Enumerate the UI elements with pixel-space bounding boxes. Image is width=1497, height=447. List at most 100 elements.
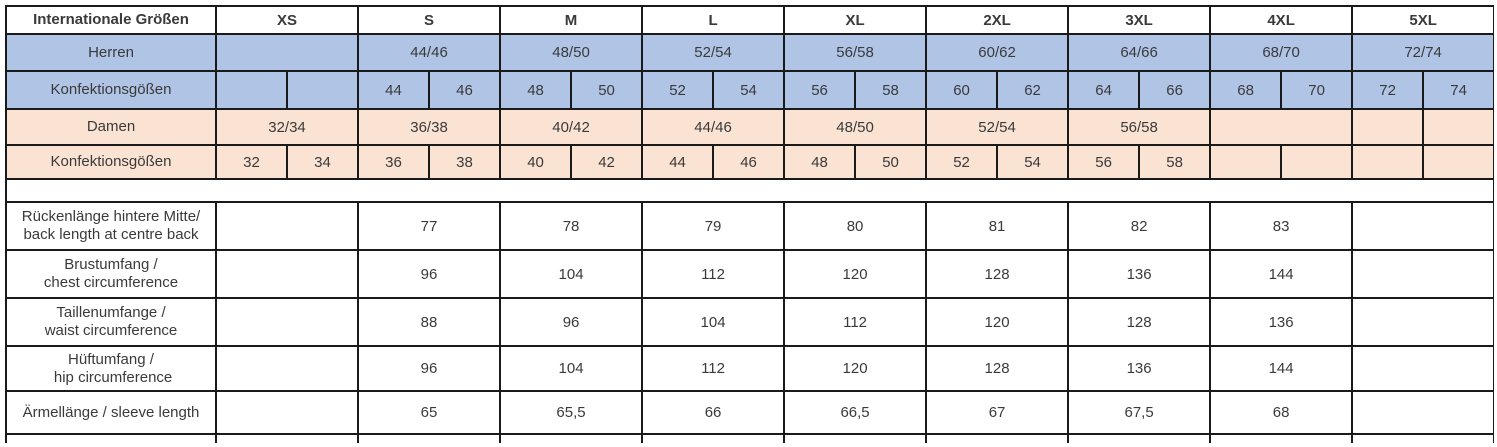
- hip-row-label: Hüftumfang / hip circumference: [5, 345, 217, 392]
- waist-row-cell: 96: [499, 297, 644, 347]
- international-sizes-header-row-cell: 2XL: [925, 5, 1070, 35]
- hip-row-cell: 112: [641, 345, 786, 392]
- konfektionsgroessen-herren-row-cell: 54: [712, 70, 786, 110]
- konfektionsgroessen-damen-row-cell: 44: [641, 144, 715, 180]
- bottom-partial-row-cell: [783, 433, 928, 443]
- international-sizes-header-row: Internationale Größen XS S M L XL 2XL 3XL 4XL 5XL: [5, 5, 1494, 35]
- waist-row-label: Taillenumfange / waist circumference: [5, 297, 217, 347]
- herren-row-cell: 44/46: [357, 33, 502, 72]
- chest-row-cell: 136: [1067, 249, 1212, 299]
- waist-row-cell: [214, 297, 360, 347]
- bottom-partial-row-cell: [499, 433, 644, 443]
- chest-row-cell: 112: [641, 249, 786, 299]
- bottom-partial-row-cell: [357, 433, 502, 443]
- sleeve-row-cell: 66: [641, 390, 786, 435]
- spacer-row: [5, 178, 1494, 203]
- konfektionsgroessen-damen-row-cell: 42: [570, 144, 644, 180]
- konfektionsgroessen-damen-row-cell: 54: [996, 144, 1070, 180]
- back-length-row-cell: 83: [1209, 201, 1354, 251]
- back-length-row-cell: 82: [1067, 201, 1212, 251]
- konfektionsgroessen-damen-row-cell: 58: [1138, 144, 1212, 180]
- size-table: Internationale Größen XS S M L XL 2XL 3XL 4XL 5XL…: [5, 5, 1494, 443]
- international-sizes-header-row-cell: M: [499, 5, 644, 35]
- sleeve-row-cell: [214, 390, 360, 435]
- damen-row-cell: 48/50: [783, 108, 928, 146]
- hip-row-cell: 104: [499, 345, 644, 392]
- damen-row-cell: [1351, 108, 1425, 146]
- sleeve-row-cell: 67,5: [1067, 390, 1212, 435]
- damen-row: Damen 32/34 36/38 40/42 44/46 48/50 52/54 56/58: [5, 108, 1494, 146]
- herren-row-cell: 60/62: [925, 33, 1070, 72]
- waist-row-cell: 88: [357, 297, 502, 347]
- konfektionsgroessen-damen-row-cell: 56: [1067, 144, 1141, 180]
- hip-row-cell: [214, 345, 360, 392]
- konfektionsgroessen-damen-row-cell: 52: [925, 144, 999, 180]
- damen-row-cell: [1422, 108, 1494, 146]
- damen-row-cell: 36/38: [357, 108, 502, 146]
- konfektionsgroessen-herren-row-cell: 68: [1209, 70, 1283, 110]
- herren-row-cell: 68/70: [1209, 33, 1354, 72]
- konfektionsgroessen-herren-row-cell: [215, 70, 288, 110]
- konfektionsgroessen-herren-row-cell: 46: [428, 70, 502, 110]
- back-length-row-cell: 78: [499, 201, 644, 251]
- konfektionsgroessen-damen-row-cell: [1209, 144, 1283, 180]
- konfektionsgroessen-herren-row-cell: 48: [499, 70, 573, 110]
- sleeve-row-cell: 65,5: [499, 390, 644, 435]
- sleeve-row-cell: [1351, 390, 1494, 435]
- bottom-partial-row-cell: [1209, 433, 1354, 443]
- international-sizes-header-row-cell: 4XL: [1209, 5, 1354, 35]
- waist-row-cell: 136: [1209, 297, 1354, 347]
- konfektionsgroessen-damen-row-cell: 32: [215, 144, 288, 180]
- hip-row-cell: 144: [1209, 345, 1354, 392]
- herren-row-label: Herren: [5, 33, 217, 72]
- back-length-row-cell: 80: [783, 201, 928, 251]
- bottom-partial-row-cell: [641, 433, 786, 443]
- konfektionsgroessen-herren-row-cell: 44: [357, 70, 431, 110]
- bottom-partial-row-cell: [1067, 433, 1212, 443]
- herren-row-cell: 64/66: [1067, 33, 1212, 72]
- chest-row-label: Brustumfang / chest circumference: [5, 249, 217, 299]
- back-length-row-cell: [214, 201, 360, 251]
- sleeve-row-label: Ärmellänge / sleeve length: [5, 390, 217, 435]
- chest-row: Brustumfang / chest circumference 96 104 11…: [5, 249, 1494, 299]
- hip-row-cell: 120: [783, 345, 928, 392]
- herren-row-cell: 52/54: [641, 33, 786, 72]
- sleeve-row-cell: 66,5: [783, 390, 928, 435]
- konfektionsgroessen-damen-row-cell: 48: [783, 144, 857, 180]
- herren-row-cell: 48/50: [499, 33, 644, 72]
- size-chart: Internationale Größen XS S M L XL 2XL 3XL 4XL 5XL…: [5, 5, 1494, 447]
- waist-row-cell: 104: [641, 297, 786, 347]
- chest-row-cell: [1351, 249, 1494, 299]
- konfektionsgroessen-herren-row-cell: 72: [1351, 70, 1425, 110]
- konfektionsgroessen-damen-row-cell: 38: [428, 144, 502, 180]
- bottom-partial-row: [5, 433, 1494, 443]
- damen-row-label: Damen: [5, 108, 217, 146]
- bottom-partial-row-cell: [214, 433, 360, 443]
- herren-row-cell: 72/74: [1351, 33, 1494, 72]
- international-sizes-header-row-cell: XL: [783, 5, 928, 35]
- konfektionsgroessen-damen-row-cell: [1280, 144, 1354, 180]
- konfektionsgroessen-damen-row-cell: 34: [285, 144, 360, 180]
- bottom-partial-row-cell: [925, 433, 1070, 443]
- chest-row-cell: 128: [925, 249, 1070, 299]
- back-length-row-label: Rückenlänge hintere Mitte/ back length a…: [5, 201, 217, 251]
- damen-row-cell: 56/58: [1067, 108, 1212, 146]
- herren-row: Herren 44/46 48/50 52/54 56/58 60/62 64/66 68/7…: [5, 33, 1494, 72]
- konfektionsgroessen-herren-row-cell: 66: [1138, 70, 1212, 110]
- waist-row-cell: [1351, 297, 1494, 347]
- hip-row-cell: 96: [357, 345, 502, 392]
- konfektionsgroessen-damen-row-cell: 40: [499, 144, 573, 180]
- chest-row-cell: [214, 249, 360, 299]
- international-sizes-header-row-cell: S: [357, 5, 502, 35]
- international-sizes-header-row-label: Internationale Größen: [5, 5, 217, 35]
- damen-row-cell: 40/42: [499, 108, 644, 146]
- konfektionsgroessen-herren-row-cell: 70: [1280, 70, 1354, 110]
- konfektionsgroessen-herren-row-cell: 50: [570, 70, 644, 110]
- bottom-partial-row-cell: [5, 433, 217, 443]
- konfektionsgroessen-herren-row-cell: 60: [925, 70, 999, 110]
- chest-row-cell: 104: [499, 249, 644, 299]
- konfektionsgroessen-damen-row-cell: [1351, 144, 1425, 180]
- waist-row-cell: 112: [783, 297, 928, 347]
- damen-row-cell: 32/34: [214, 108, 360, 146]
- chest-row-cell: 144: [1209, 249, 1354, 299]
